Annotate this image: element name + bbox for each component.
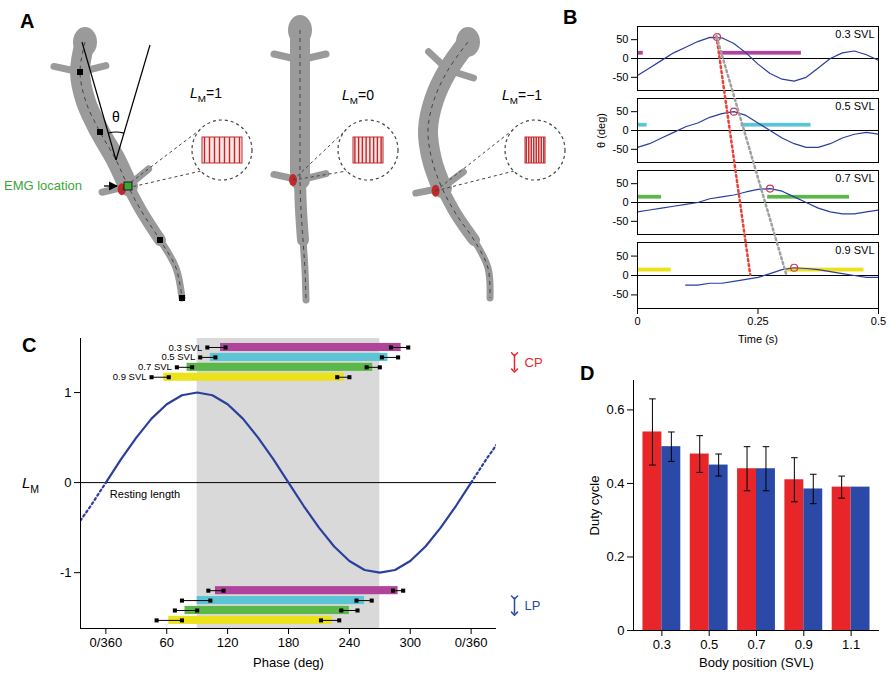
- svg-text:Resting length: Resting length: [110, 488, 180, 500]
- svg-text:B: B: [563, 6, 577, 28]
- svg-text:-1: -1: [60, 565, 72, 580]
- svg-text:-50: -50: [613, 288, 629, 300]
- svg-text:Duty cycle: Duty cycle: [587, 476, 602, 536]
- svg-text:50: 50: [616, 33, 628, 45]
- svg-text:0.3 SVL: 0.3 SVL: [168, 341, 203, 353]
- svg-text:60: 60: [160, 635, 174, 650]
- svg-text:0.9: 0.9: [795, 637, 813, 652]
- svg-text:0: 0: [622, 124, 628, 136]
- svg-text:C: C: [22, 334, 36, 356]
- svg-text:0: 0: [622, 52, 628, 64]
- svg-text:180: 180: [278, 635, 300, 650]
- svg-text:EMG location: EMG location: [4, 178, 82, 193]
- svg-text:240: 240: [339, 635, 361, 650]
- svg-text:0.5: 0.5: [700, 637, 718, 652]
- svg-text:-50: -50: [613, 143, 629, 155]
- svg-text:0.5 SVL: 0.5 SVL: [835, 100, 874, 112]
- svg-text:Phase (deg): Phase (deg): [253, 655, 324, 670]
- svg-text:Time (s): Time (s): [738, 333, 778, 345]
- svg-text:0.9 SVL: 0.9 SVL: [835, 244, 874, 256]
- svg-text:0/360: 0/360: [90, 635, 123, 650]
- svg-text:50: 50: [616, 177, 628, 189]
- svg-text:120: 120: [217, 635, 239, 650]
- svg-text:0.3 SVL: 0.3 SVL: [835, 28, 874, 40]
- svg-text:θ (deg): θ (deg): [595, 113, 607, 148]
- svg-text:θ: θ: [112, 109, 120, 125]
- svg-text:0: 0: [617, 623, 624, 638]
- svg-text:50: 50: [616, 105, 628, 117]
- svg-text:0: 0: [64, 475, 71, 490]
- svg-text:0.7 SVL: 0.7 SVL: [835, 172, 874, 184]
- svg-text:0.2: 0.2: [606, 549, 624, 564]
- svg-text:0.5: 0.5: [871, 315, 886, 327]
- svg-text:0: 0: [622, 269, 628, 281]
- svg-text:LM=0: LM=0: [342, 87, 374, 106]
- svg-text:300: 300: [399, 635, 421, 650]
- svg-text:0/360: 0/360: [455, 635, 488, 650]
- svg-text:LM=1: LM=1: [190, 85, 222, 104]
- svg-text:0.7 SVL: 0.7 SVL: [138, 361, 172, 373]
- svg-text:1: 1: [64, 385, 71, 400]
- svg-text:Body position (SVL): Body position (SVL): [699, 655, 814, 670]
- svg-text:0: 0: [622, 196, 628, 208]
- svg-text:0.6: 0.6: [606, 402, 624, 417]
- svg-text:0.7: 0.7: [747, 637, 765, 652]
- svg-text:50: 50: [616, 250, 628, 262]
- svg-text:-50: -50: [613, 71, 629, 83]
- svg-text:D: D: [580, 362, 594, 384]
- svg-text:0.5 SVL: 0.5 SVL: [161, 351, 196, 363]
- svg-text:LM: LM: [22, 474, 39, 495]
- svg-text:LM=−1: LM=−1: [502, 87, 542, 106]
- svg-text:0.9 SVL: 0.9 SVL: [113, 371, 147, 382]
- svg-text:A: A: [20, 10, 34, 32]
- svg-text:0.4: 0.4: [606, 476, 624, 491]
- svg-text:1.1: 1.1: [842, 637, 860, 652]
- svg-text:CP: CP: [525, 355, 543, 370]
- svg-text:0: 0: [634, 315, 640, 327]
- svg-text:0.3: 0.3: [653, 637, 671, 652]
- svg-text:LP: LP: [525, 598, 541, 613]
- svg-text:-50: -50: [613, 215, 629, 227]
- svg-text:0.25: 0.25: [747, 315, 768, 327]
